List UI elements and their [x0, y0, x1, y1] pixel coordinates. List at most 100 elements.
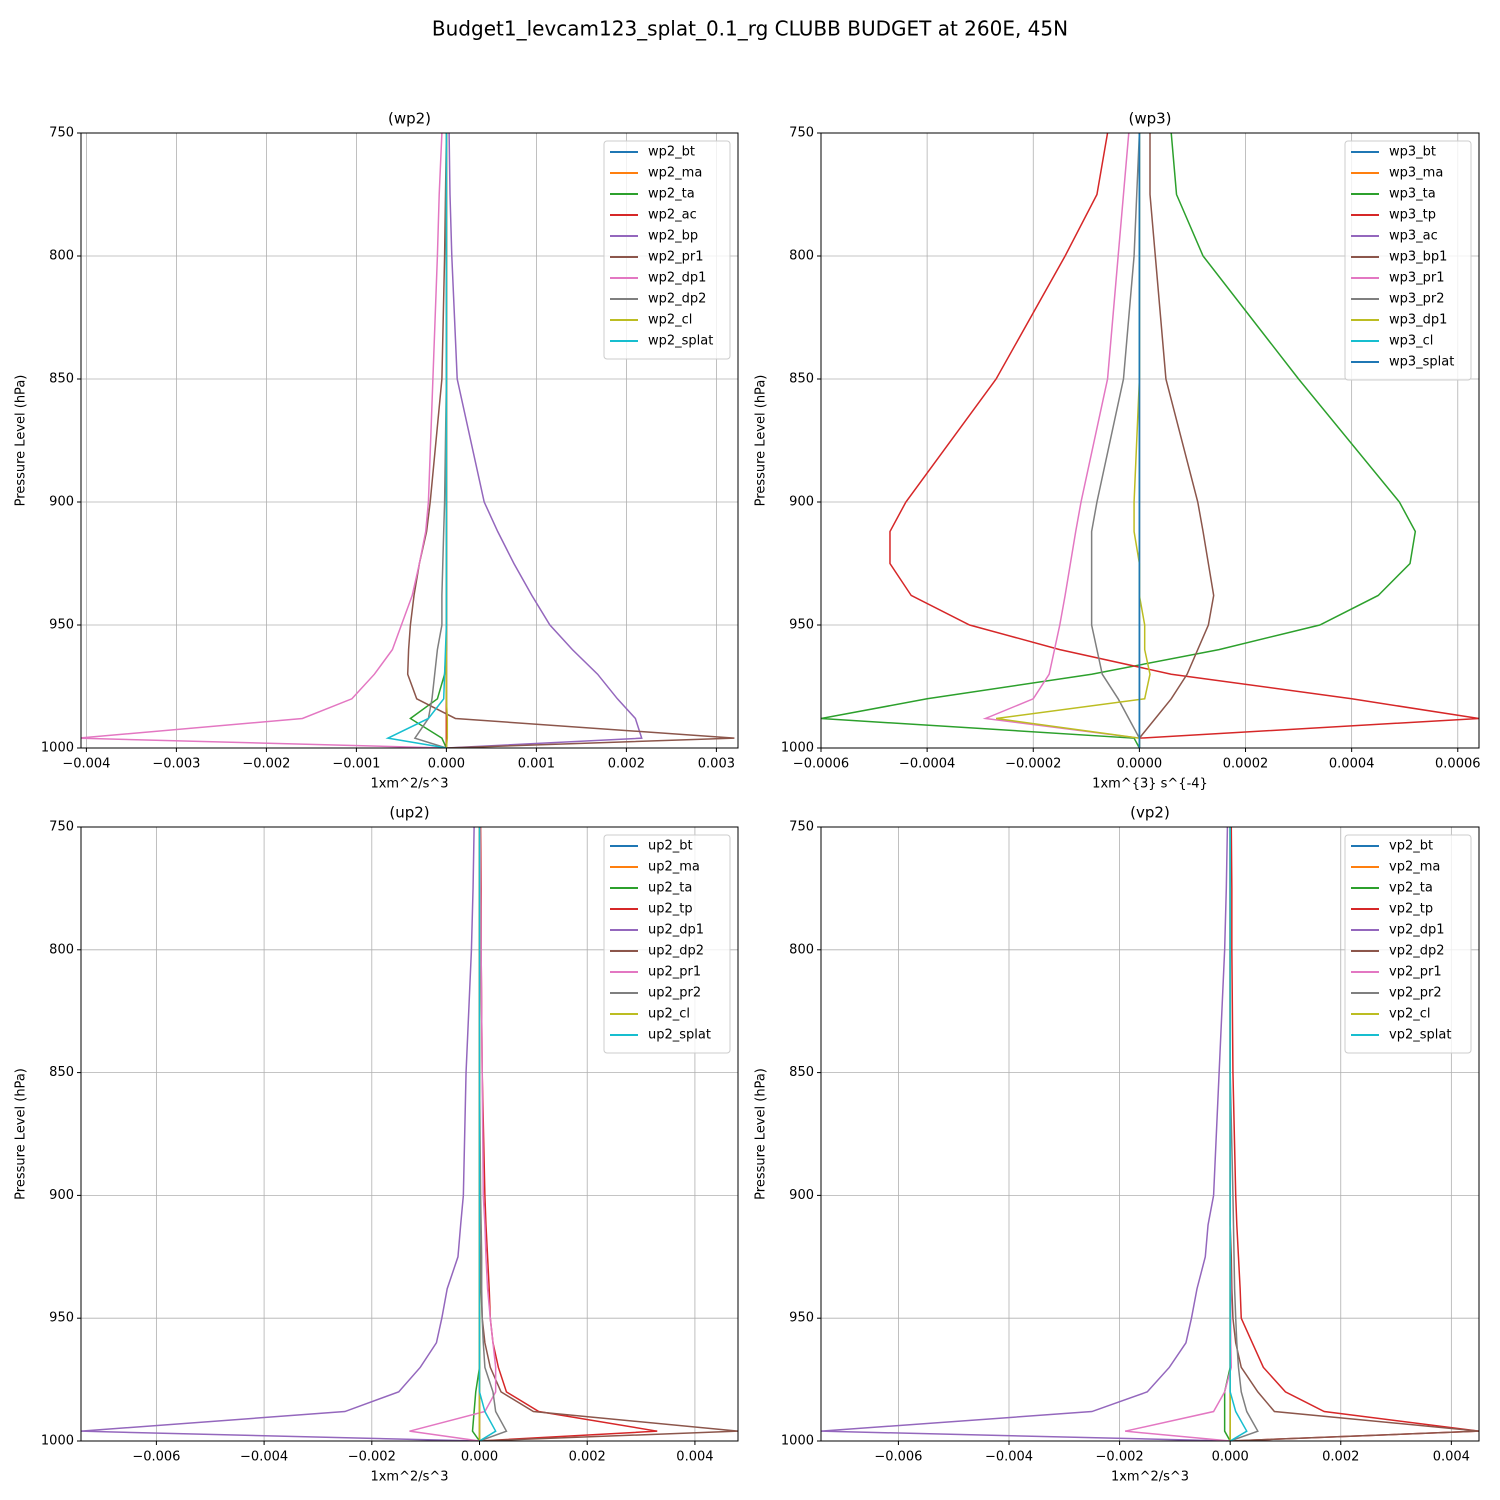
x-tick-label: 0.002 — [1322, 1450, 1359, 1465]
legend-label: wp3_tp — [1389, 208, 1436, 223]
x-axis-label: 1xm^{3} s^{-4} — [1092, 777, 1208, 792]
legend-label: wp2_cl — [648, 313, 692, 328]
legend-label: up2_pr2 — [648, 986, 701, 1001]
legend-label: up2_dp2 — [648, 944, 704, 959]
series-line — [478, 827, 497, 1441]
legend-label: vp2_bt — [1389, 839, 1433, 854]
subplot-title: (wp3) — [1128, 110, 1171, 128]
legend-label: wp3_cl — [1389, 334, 1433, 349]
legend-label: wp2_pr1 — [648, 250, 704, 265]
x-axis-label: 1xm^2/s^3 — [1111, 1470, 1189, 1485]
legend-label: wp2_ma — [648, 166, 702, 181]
y-tick-label: 900 — [789, 1188, 814, 1203]
x-tick-label: 0.000 — [428, 757, 465, 772]
y-tick-label: 750 — [789, 820, 814, 835]
x-tick-label: −0.0004 — [899, 757, 955, 772]
legend-box — [1344, 834, 1472, 1054]
x-tick-label: −0.001 — [332, 757, 380, 772]
y-tick-label: 900 — [789, 495, 814, 510]
legend-label: wp2_ta — [648, 187, 695, 202]
plot-lines — [821, 827, 1479, 1441]
y-tick-label: 950 — [49, 1311, 74, 1326]
series-line — [409, 827, 497, 1441]
legend-label: vp2_dp1 — [1389, 923, 1445, 938]
x-tick-label: 0.000 — [1212, 1450, 1249, 1465]
x-axis-label: 1xm^2/s^3 — [370, 1470, 448, 1485]
legend-box — [603, 140, 731, 360]
y-tick-label: 750 — [49, 820, 74, 835]
x-tick-label: 0.0002 — [1223, 757, 1269, 772]
legend-label: wp3_bt — [1389, 145, 1436, 160]
subplot: −0.006 −0.004 −0.002 0.000 0.002 0.004 750 800 8… — [754, 804, 1480, 1485]
plot-lines — [81, 827, 738, 1441]
x-tick-label: −0.006 — [874, 1450, 922, 1465]
legend-label: up2_splat — [648, 1028, 711, 1043]
y-axis-label: Pressure Level (hPa) — [14, 375, 29, 507]
x-tick-label: −0.0002 — [1005, 757, 1061, 772]
series-line — [471, 827, 481, 1441]
legend-label: wp3_ma — [1389, 166, 1443, 181]
legend-label: wp3_bp1 — [1389, 250, 1447, 265]
y-tick-label: 750 — [49, 126, 74, 141]
x-tick-label: 0.0004 — [1329, 757, 1375, 772]
subplot-title: (up2) — [389, 804, 429, 822]
legend-label: vp2_pr1 — [1389, 965, 1442, 980]
series-line — [81, 133, 447, 748]
legend-label: wp2_ac — [648, 208, 697, 223]
x-tick-label: 0.0006 — [1435, 757, 1481, 772]
x-tick-label: 0.002 — [569, 1450, 606, 1465]
legend-label: wp2_bt — [648, 145, 695, 160]
series-line — [409, 133, 448, 748]
series-line — [996, 133, 1151, 748]
legend-label: up2_cl — [648, 1007, 690, 1022]
legend-label: vp2_cl — [1389, 1007, 1430, 1022]
y-tick-label: 900 — [49, 1188, 74, 1203]
plot-lines — [81, 133, 735, 748]
series-line — [821, 827, 1231, 1441]
y-tick-label: 950 — [789, 1311, 814, 1326]
legend-label: wp3_dp1 — [1389, 313, 1447, 328]
y-axis-label: Pressure Level (hPa) — [754, 375, 769, 507]
legend-label: vp2_tp — [1389, 902, 1433, 917]
x-tick-label: −0.006 — [132, 1450, 180, 1465]
legend-label: wp3_splat — [1389, 355, 1454, 370]
legend-box — [603, 834, 731, 1054]
subplot-title: (vp2) — [1130, 804, 1170, 822]
legend-label: wp2_splat — [648, 334, 713, 349]
x-tick-label: −0.004 — [240, 1450, 288, 1465]
series-line — [1124, 827, 1233, 1441]
y-tick-label: 850 — [789, 1065, 814, 1080]
legend-label: vp2_ta — [1389, 881, 1433, 896]
legend-label: wp3_pr2 — [1389, 292, 1445, 307]
x-tick-label: −0.002 — [242, 757, 290, 772]
figure-title: Budget1_levcam123_splat_0.1_rg CLUBB BUD… — [432, 17, 1068, 41]
y-tick-label: 850 — [789, 372, 814, 387]
series-line — [982, 133, 1141, 748]
y-tick-label: 800 — [789, 249, 814, 264]
legend-label: vp2_dp2 — [1389, 944, 1445, 959]
legend-label: wp3_pr1 — [1389, 271, 1445, 286]
y-tick-label: 1000 — [781, 741, 814, 756]
y-tick-label: 950 — [49, 618, 74, 633]
y-tick-label: 850 — [49, 1065, 74, 1080]
y-axis-label: Pressure Level (hPa) — [754, 1068, 769, 1200]
axes-frame — [80, 132, 739, 749]
series-line — [889, 133, 1479, 748]
legend-label: vp2_splat — [1389, 1028, 1451, 1043]
legend-label: wp3_ac — [1389, 229, 1438, 244]
legend-label: wp2_bp — [648, 229, 698, 244]
axes-frame — [80, 826, 739, 1442]
y-tick-label: 800 — [789, 942, 814, 957]
y-tick-label: 750 — [789, 126, 814, 141]
x-tick-label: 0.004 — [676, 1450, 713, 1465]
x-tick-label: −0.003 — [152, 757, 200, 772]
subplot: −0.0006 −0.0004 −0.0002 0.0000 0.0002 0.0004 0… — [754, 110, 1481, 792]
x-axis-label: 1xm^2/s^3 — [370, 777, 448, 792]
subplot: −0.006 −0.004 −0.002 0.000 0.002 0.004 750 800 8… — [14, 804, 739, 1485]
y-axis-label: Pressure Level (hPa) — [14, 1068, 29, 1200]
series-line — [81, 827, 480, 1441]
legend-label: wp3_ta — [1389, 187, 1436, 202]
x-tick-label: −0.0006 — [793, 757, 849, 772]
legend-label: vp2_pr2 — [1389, 986, 1442, 1001]
legend-label: up2_bt — [648, 839, 693, 854]
